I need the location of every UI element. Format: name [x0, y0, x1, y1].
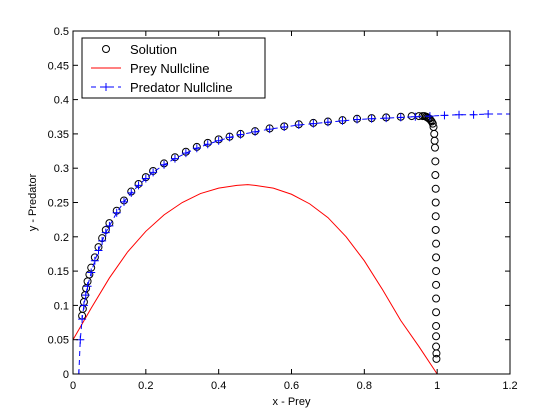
- x-tick-label-4: 0.8: [357, 380, 372, 392]
- solution-point-68: [432, 349, 441, 358]
- predator-nullcline-marker-17: [149, 168, 158, 177]
- predator-nullcline-marker-34: [367, 114, 376, 123]
- predator-nullcline-marker-33: [353, 115, 362, 124]
- predator-nullcline-marker-19: [170, 154, 179, 163]
- predator-nullcline-marker-41: [469, 110, 478, 119]
- predator-nullcline-marker-15: [134, 181, 143, 190]
- legend-solution-marker: [102, 45, 110, 53]
- predator-nullcline-marker-11: [105, 221, 114, 230]
- predator-nullcline-marker-40: [455, 110, 464, 119]
- x-tick-label-2: 0.4: [211, 380, 226, 392]
- y-tick-label-1: 0.05: [48, 335, 69, 347]
- predator-nullcline-marker-0: [74, 370, 83, 374]
- y-tick-label-8: 0.4: [54, 95, 69, 107]
- plot-frame: [72, 30, 511, 375]
- x-axis-label: x - Prey: [273, 396, 311, 408]
- x-tick-label-6: 1.2: [502, 380, 517, 392]
- predator-nullcline-marker-3: [79, 301, 88, 310]
- predator-nullcline-marker-5: [83, 282, 92, 291]
- y-tick-label-3: 0.15: [48, 266, 69, 278]
- solution-point-56: [431, 198, 440, 207]
- y-tick-label-0: 0: [63, 369, 69, 381]
- predator-nullcline-marker-7: [90, 256, 99, 265]
- solution-point-61: [432, 267, 441, 276]
- solution-point-58: [431, 225, 440, 234]
- ticks-layer: 0 0.2 0.4 0.6 0.8 1 1.2 0 0.05 0.1 0.15 0.2 0.25 0.3 0…: [48, 26, 518, 392]
- y-tick-label-4: 0.2: [54, 232, 69, 244]
- solution-point-65: [432, 321, 441, 330]
- y-tick-label-5: 0.25: [48, 198, 69, 210]
- y-tick-label-6: 0.3: [54, 163, 69, 175]
- solution-point-59: [432, 239, 441, 248]
- x-tick-label-0: 0: [70, 380, 76, 392]
- predator-nullcline-marker-35: [382, 114, 391, 123]
- solution-point-47: [427, 117, 436, 126]
- predator-nullcline-marker-22: [203, 140, 212, 149]
- predator-nullcline-marker-16: [141, 174, 150, 183]
- predator-nullcline-marker-36: [396, 113, 405, 122]
- solution-point-60: [432, 253, 441, 262]
- predator-nullcline-marker-38: [425, 112, 434, 121]
- solution-point-55: [431, 184, 440, 193]
- solution-point-62: [432, 280, 441, 289]
- solution-point-63: [432, 294, 441, 303]
- y-tick-label-9: 0.45: [48, 60, 69, 72]
- predator-nullcline-marker-42: [484, 110, 493, 119]
- predator-nullcline-marker-6: [87, 268, 96, 277]
- predator-nullcline-marker-25: [236, 130, 245, 139]
- predator-nullcline-marker-12: [112, 208, 121, 217]
- predator-nullcline-marker-10: [101, 228, 110, 237]
- plot-content: [73, 110, 510, 374]
- legend-solution-label: Solution: [130, 42, 177, 57]
- legend-predator-marker: [102, 83, 110, 91]
- x-tick-label-1: 0.2: [138, 380, 153, 392]
- y-tick-label-10: 0.5: [54, 26, 69, 38]
- predator-nullcline-marker-4: [81, 291, 90, 300]
- legend-prey-label: Prey Nullcline: [130, 61, 209, 76]
- predator-nullcline-marker-29: [294, 120, 303, 129]
- y-tick-label-7: 0.35: [48, 129, 69, 141]
- predator-nullcline-marker-26: [251, 127, 260, 136]
- x-tick-label-5: 1: [434, 380, 440, 392]
- predator-nullcline-marker-32: [338, 116, 347, 125]
- solution-point-53: [431, 157, 440, 166]
- predator-nullcline-marker-9: [98, 236, 107, 245]
- predator-nullcline-marker-21: [192, 144, 201, 153]
- predator-nullcline-marker-23: [214, 136, 223, 145]
- predator-nullcline-marker-2: [78, 315, 87, 324]
- x-tick-label-3: 0.6: [284, 380, 299, 392]
- predator-nullcline-marker-18: [160, 160, 169, 169]
- solution-point-66: [432, 332, 441, 341]
- predator-nullcline-marker-30: [309, 119, 318, 128]
- predator-nullcline-marker-20: [181, 149, 190, 158]
- predator-nullcline-marker-39: [440, 111, 449, 120]
- y-axis-label: y - Predator: [27, 173, 39, 231]
- predator-nullcline-marker-43: [506, 110, 510, 119]
- predator-nullcline-marker-31: [323, 118, 332, 127]
- solution-point-48: [428, 119, 437, 128]
- solution-point-54: [431, 171, 440, 180]
- solution-point-52: [430, 143, 439, 152]
- solution-point-57: [431, 212, 440, 221]
- predator-nullcline-marker-14: [127, 188, 136, 197]
- prey-nullcline-line: [73, 184, 438, 374]
- predator-nullcline-marker-28: [280, 123, 289, 132]
- y-tick-label-2: 0.1: [54, 300, 69, 312]
- predator-nullcline-marker-8: [94, 246, 103, 255]
- solution-point-64: [432, 308, 441, 317]
- predator-nullcline-marker-27: [265, 125, 274, 134]
- predator-nullcline-marker-24: [225, 133, 234, 142]
- legend: Solution Prey Nullcline Predator Nullcli…: [81, 37, 266, 99]
- predator-nullcline-marker-37: [411, 112, 420, 121]
- solution-point-69: [432, 354, 441, 363]
- legend-predator-label: Predator Nullcline: [130, 80, 233, 95]
- predator-nullcline-marker-13: [119, 197, 128, 206]
